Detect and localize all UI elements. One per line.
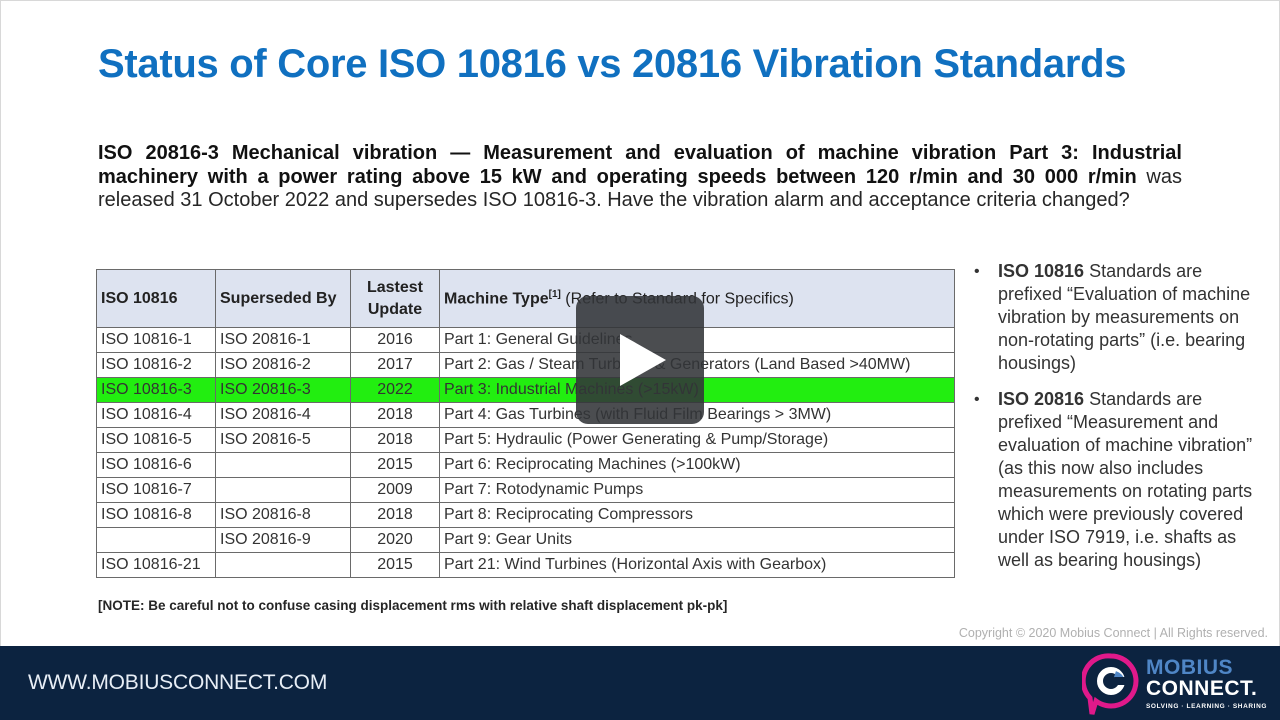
cell-iso10816: ISO 10816-21 bbox=[96, 552, 216, 578]
website-url: WWW.MOBIUSCONNECT.COM bbox=[28, 671, 328, 694]
cell-superseded-by: ISO 20816-8 bbox=[215, 502, 351, 528]
mobius-connect-logo: MOBIUS CONNECT. SOLVING · LEARNING · SHA… bbox=[1082, 650, 1272, 716]
cell-year: 2022 bbox=[350, 377, 440, 403]
copyright-text: Copyright © 2020 Mobius Connect | All Ri… bbox=[958, 626, 1268, 640]
cell-iso10816: ISO 10816-6 bbox=[96, 452, 216, 478]
cell-year: 2017 bbox=[350, 352, 440, 378]
logo-tagline: SOLVING · LEARNING · SHARING bbox=[1146, 703, 1268, 710]
bullet-dot-icon: • bbox=[974, 391, 980, 408]
cell-superseded-by: ISO 20816-1 bbox=[215, 327, 351, 353]
play-icon bbox=[620, 334, 666, 386]
table-row: ISO 10816-1 ISO 20816-1 2016 Part 1: Gen… bbox=[96, 327, 955, 353]
cell-year: 2016 bbox=[350, 327, 440, 353]
cell-machine-type: Part 7: Rotodynamic Pumps bbox=[439, 477, 955, 503]
cell-iso10816: ISO 10816-8 bbox=[96, 502, 216, 528]
cell-superseded-by: ISO 20816-4 bbox=[215, 402, 351, 428]
table-row: ISO 10816-2 ISO 20816-2 2017 Part 2: Gas… bbox=[96, 352, 955, 378]
cell-machine-type: Part 5: Hydraulic (Power Generating & Pu… bbox=[439, 427, 955, 453]
cell-year: 2020 bbox=[350, 527, 440, 553]
bullet-item-iso20816: • ISO 20816 Standards are prefixed “Measu… bbox=[970, 388, 1260, 572]
table-row: ISO 10816-5 ISO 20816-5 2018 Part 5: Hyd… bbox=[96, 427, 955, 453]
table-row: ISO 10816-8 ISO 20816-8 2018 Part 8: Rec… bbox=[96, 502, 955, 528]
bullet-list: • ISO 10816 Standards are prefixed “Evalu… bbox=[970, 260, 1260, 585]
cell-iso10816: ISO 10816-5 bbox=[96, 427, 216, 453]
bullet-bold: ISO 20816 bbox=[998, 389, 1085, 409]
header-machine-type-label: Machine Type bbox=[444, 290, 549, 308]
cell-iso10816: ISO 10816-1 bbox=[96, 327, 216, 353]
header-latest-update: Lastest Update bbox=[350, 269, 440, 328]
cell-superseded-by: ISO 20816-2 bbox=[215, 352, 351, 378]
cell-machine-type: Part 21: Wind Turbines (Horizontal Axis … bbox=[439, 552, 955, 578]
header-latest-line2: Update bbox=[367, 300, 423, 318]
cell-machine-type: Part 8: Reciprocating Compressors bbox=[439, 502, 955, 528]
cell-year: 2009 bbox=[350, 477, 440, 503]
header-latest-line1: Lastest bbox=[366, 278, 424, 296]
footer-bar: WWW.MOBIUSCONNECT.COM MOBIUS CONNECT. SO… bbox=[0, 646, 1280, 720]
cell-iso10816: ISO 10816-3 bbox=[96, 377, 216, 403]
intro-bold-text: ISO 20816-3 Mechanical vibration — Measu… bbox=[98, 142, 1182, 188]
cell-year: 2018 bbox=[350, 502, 440, 528]
video-play-button[interactable] bbox=[576, 296, 704, 424]
footnote-ref: [1] bbox=[548, 288, 561, 300]
cell-superseded-by: ISO 20816-9 bbox=[215, 527, 351, 553]
cell-year: 2018 bbox=[350, 427, 440, 453]
slide-title: Status of Core ISO 10816 vs 20816 Vibrat… bbox=[98, 42, 1127, 86]
logo-word-mobius: MOBIUS bbox=[1146, 656, 1233, 679]
cell-iso10816 bbox=[96, 527, 216, 553]
cell-iso10816: ISO 10816-4 bbox=[96, 402, 216, 428]
cell-superseded-by: ISO 20816-3 bbox=[215, 377, 351, 403]
bullet-dot-icon: • bbox=[974, 263, 980, 280]
iso-standards-table: ISO 10816 Superseded By Lastest Update Ma… bbox=[96, 269, 955, 578]
table-header-row: ISO 10816 Superseded By Lastest Update Ma… bbox=[96, 269, 955, 328]
cell-superseded-by bbox=[215, 452, 351, 478]
header-superseded-by: Superseded By bbox=[215, 269, 351, 328]
cell-machine-type: Part 9: Gear Units bbox=[439, 527, 955, 553]
cell-iso10816: ISO 10816-2 bbox=[96, 352, 216, 378]
table-row: ISO 10816-7 2009 Part 7: Rotodynamic Pum… bbox=[96, 477, 955, 503]
table-row: ISO 10816-4 ISO 20816-4 2018 Part 4: Gas… bbox=[96, 402, 955, 428]
cell-superseded-by bbox=[215, 552, 351, 578]
cell-year: 2015 bbox=[350, 552, 440, 578]
cell-year: 2015 bbox=[350, 452, 440, 478]
intro-normal-text: was released 31 October 2022 and superse… bbox=[98, 165, 1182, 212]
table-note: [NOTE: Be careful not to confuse casing … bbox=[98, 598, 728, 613]
bullet-bold: ISO 10816 bbox=[998, 261, 1085, 281]
table-row-highlighted: ISO 10816-3 ISO 20816-3 2022 Part 3: Ind… bbox=[96, 377, 955, 403]
table-row: ISO 10816-21 2015 Part 21: Wind Turbines… bbox=[96, 552, 955, 578]
bullet-item-iso10816: • ISO 10816 Standards are prefixed “Evalu… bbox=[970, 260, 1260, 375]
header-iso10816: ISO 10816 bbox=[96, 269, 216, 328]
bullet-text: Standards are prefixed “Evaluation of ma… bbox=[998, 261, 1251, 373]
cell-machine-type: Part 6: Reciprocating Machines (>100kW) bbox=[439, 452, 955, 478]
bullet-text: Standards are prefixed “Measurement and … bbox=[998, 389, 1253, 570]
logo-word-connect: CONNECT. bbox=[1146, 677, 1258, 700]
intro-paragraph: ISO 20816-3 Mechanical vibration — Measu… bbox=[98, 142, 1182, 213]
cell-iso10816: ISO 10816-7 bbox=[96, 477, 216, 503]
cell-year: 2018 bbox=[350, 402, 440, 428]
table-row: ISO 10816-6 2015 Part 6: Reciprocating M… bbox=[96, 452, 955, 478]
cell-superseded-by: ISO 20816-5 bbox=[215, 427, 351, 453]
speech-bubble-logo-icon bbox=[1082, 653, 1139, 715]
cell-superseded-by bbox=[215, 477, 351, 503]
table-row: ISO 20816-9 2020 Part 9: Gear Units bbox=[96, 527, 955, 553]
